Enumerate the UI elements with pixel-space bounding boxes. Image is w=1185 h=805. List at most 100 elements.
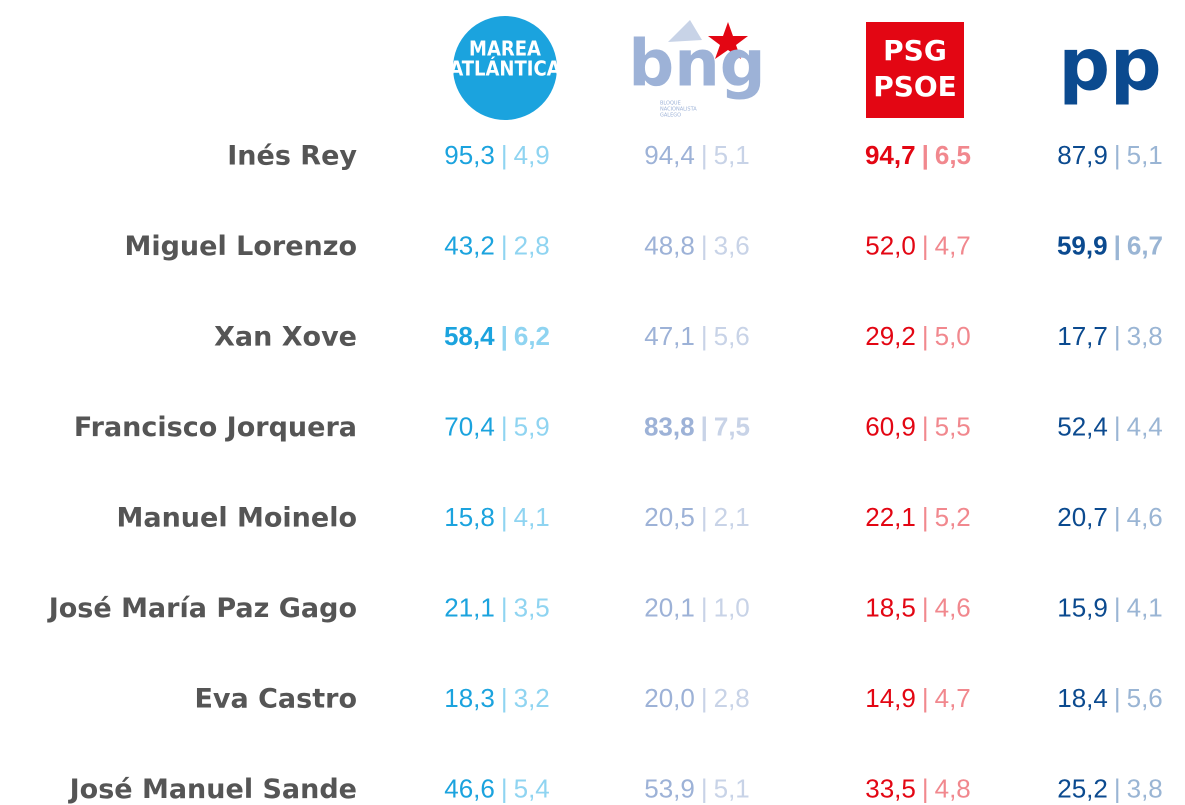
separator: | xyxy=(501,230,508,260)
score-cell: 87,9 | 5,1 xyxy=(1057,140,1163,170)
score-cell: 52,0 | 4,7 xyxy=(865,230,971,260)
separator: | xyxy=(701,321,708,351)
separator: | xyxy=(922,592,929,622)
score-cell: 48,8 | 3,6 xyxy=(644,230,750,260)
score-cell: 18,5 | 4,6 xyxy=(865,592,971,622)
score-value: 53,9 xyxy=(644,773,695,803)
party-logo-text: ATLÁNTICA xyxy=(449,57,560,81)
score-secondary: 5,1 xyxy=(714,140,750,170)
score-cell: 94,4 | 5,1 xyxy=(644,140,750,170)
score-value: 58,4 xyxy=(444,321,495,351)
bng-logo-shape xyxy=(668,20,702,42)
score-cell: 29,2 | 5,0 xyxy=(865,321,971,351)
score-secondary: 6,2 xyxy=(514,321,550,351)
candidate-name: Xan Xove xyxy=(214,322,357,353)
score-value: 18,4 xyxy=(1057,683,1108,713)
separator: | xyxy=(1114,592,1121,622)
score-cell: 17,7 | 3,8 xyxy=(1057,321,1163,351)
score-secondary: 6,5 xyxy=(935,140,971,170)
score-secondary: 3,6 xyxy=(714,230,750,260)
score-secondary: 1,0 xyxy=(714,592,750,622)
score-secondary: 5,5 xyxy=(935,411,971,441)
candidate-name: Miguel Lorenzo xyxy=(124,231,357,262)
party-logo-subtext: BLOQUE xyxy=(660,101,681,107)
score-value: 15,8 xyxy=(444,502,495,532)
score-value: 17,7 xyxy=(1057,321,1108,351)
separator: | xyxy=(701,230,708,260)
score-secondary: 4,7 xyxy=(935,683,971,713)
score-secondary: 5,6 xyxy=(1127,683,1163,713)
score-cell: 33,5 | 4,8 xyxy=(865,773,971,803)
separator: | xyxy=(922,502,929,532)
separator: | xyxy=(701,683,708,713)
separator: | xyxy=(1114,502,1121,532)
score-value: 20,1 xyxy=(644,592,695,622)
score-secondary: 3,8 xyxy=(1127,321,1163,351)
separator: | xyxy=(1114,683,1121,713)
candidate-name: Inés Rey xyxy=(227,141,357,172)
score-secondary: 5,6 xyxy=(714,321,750,351)
party-logo-text: pp xyxy=(1058,23,1161,107)
score-value: 60,9 xyxy=(865,411,916,441)
score-cell: 20,0 | 2,8 xyxy=(644,683,750,713)
separator: | xyxy=(501,140,508,170)
score-cell: 83,8 | 7,5 xyxy=(644,411,750,441)
score-cell: 46,6 | 5,4 xyxy=(444,773,550,803)
score-cell: 59,9 | 6,7 xyxy=(1057,230,1163,260)
separator: | xyxy=(922,411,929,441)
separator: | xyxy=(1114,411,1121,441)
score-cell: 14,9 | 4,7 xyxy=(865,683,971,713)
separator: | xyxy=(501,502,508,532)
score-cell: 52,4 | 4,4 xyxy=(1057,411,1163,441)
score-value: 14,9 xyxy=(865,683,916,713)
score-cell: 20,5 | 2,1 xyxy=(644,502,750,532)
score-value: 15,9 xyxy=(1057,592,1108,622)
score-cell: 58,4 | 6,2 xyxy=(444,321,550,351)
separator: | xyxy=(1114,230,1121,260)
score-cell: 22,1 | 5,2 xyxy=(865,502,971,532)
marea-logo-circle xyxy=(453,16,557,120)
party-logo-text: PSG xyxy=(883,34,947,67)
score-secondary: 4,6 xyxy=(935,592,971,622)
score-secondary: 3,2 xyxy=(514,683,550,713)
party-logo-text: PSOE xyxy=(873,70,957,103)
score-cell: 18,4 | 5,6 xyxy=(1057,683,1163,713)
score-value: 22,1 xyxy=(865,502,916,532)
party-logo-text: MAREA xyxy=(469,37,541,61)
score-secondary: 5,1 xyxy=(714,773,750,803)
score-value: 52,0 xyxy=(865,230,916,260)
separator: | xyxy=(701,502,708,532)
candidate-name: Eva Castro xyxy=(194,684,357,715)
score-secondary: 5,0 xyxy=(935,321,971,351)
separator: | xyxy=(922,683,929,713)
score-value: 94,4 xyxy=(644,140,695,170)
score-cell: 53,9 | 5,1 xyxy=(644,773,750,803)
party-logo-text: bng xyxy=(628,28,765,102)
score-cell: 95,3 | 4,9 xyxy=(444,140,550,170)
score-secondary: 7,5 xyxy=(714,411,750,441)
separator: | xyxy=(922,773,929,803)
score-value: 59,9 xyxy=(1057,230,1108,260)
candidate-name: Francisco Jorquera xyxy=(74,412,357,443)
score-cell: 47,1 | 5,6 xyxy=(644,321,750,351)
separator: | xyxy=(501,773,508,803)
separator: | xyxy=(701,140,708,170)
separator: | xyxy=(922,321,929,351)
score-value: 95,3 xyxy=(444,140,495,170)
score-value: 20,0 xyxy=(644,683,695,713)
separator: | xyxy=(1114,321,1121,351)
score-value: 48,8 xyxy=(644,230,695,260)
score-cell: 20,1 | 1,0 xyxy=(644,592,750,622)
score-secondary: 6,7 xyxy=(1127,230,1163,260)
score-cell: 18,3 | 3,2 xyxy=(444,683,550,713)
separator: | xyxy=(1114,773,1121,803)
score-value: 94,7 xyxy=(865,140,916,170)
score-cell: 70,4 | 5,9 xyxy=(444,411,550,441)
separator: | xyxy=(922,230,929,260)
separator: | xyxy=(501,411,508,441)
score-cell: 60,9 | 5,5 xyxy=(865,411,971,441)
candidate-name: José María Paz Gago xyxy=(47,593,357,624)
score-value: 29,2 xyxy=(865,321,916,351)
score-cell: 20,7 | 4,6 xyxy=(1057,502,1163,532)
